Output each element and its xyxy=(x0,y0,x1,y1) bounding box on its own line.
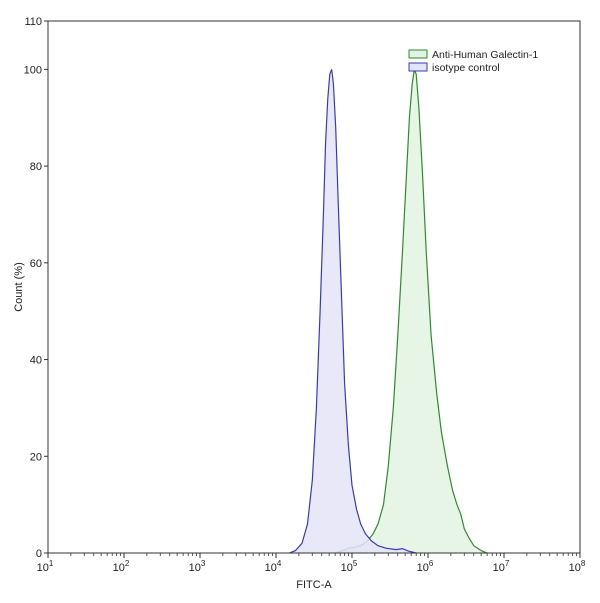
legend-swatch-1 xyxy=(408,62,428,72)
x-tick-label-1: 102 xyxy=(113,559,130,574)
x-axis-label: FITC-A xyxy=(296,579,332,591)
x-tick-label-2: 103 xyxy=(189,559,206,574)
x-tick-label-7: 108 xyxy=(569,559,586,574)
x-tick-label-3: 104 xyxy=(265,559,282,574)
x-tick-label-5: 106 xyxy=(417,559,434,574)
series-area-0 xyxy=(335,69,488,554)
y-tick-label-20: 20 xyxy=(30,451,42,463)
y-tick-label-40: 40 xyxy=(30,355,42,367)
y-tick-label-80: 80 xyxy=(30,161,42,173)
x-tick-label-6: 107 xyxy=(493,559,510,574)
legend-label-0: Anti-Human Galectin-1 xyxy=(432,49,538,61)
legend-swatch-0 xyxy=(408,49,428,59)
x-tick-label-0: 101 xyxy=(37,559,54,574)
y-tick-label-60: 60 xyxy=(30,258,42,270)
y-tick-label-0: 0 xyxy=(36,548,42,560)
y-tick-label-110: 110 xyxy=(24,16,42,28)
legend-label-1: isotype control xyxy=(432,62,500,74)
series-area-1 xyxy=(289,69,417,554)
series-line-1 xyxy=(289,69,417,554)
y-axis-label: Count (%) xyxy=(13,262,25,312)
y-tick-label-100: 100 xyxy=(24,64,42,76)
plot-frame xyxy=(47,20,581,554)
x-tick-label-4: 105 xyxy=(341,559,358,574)
